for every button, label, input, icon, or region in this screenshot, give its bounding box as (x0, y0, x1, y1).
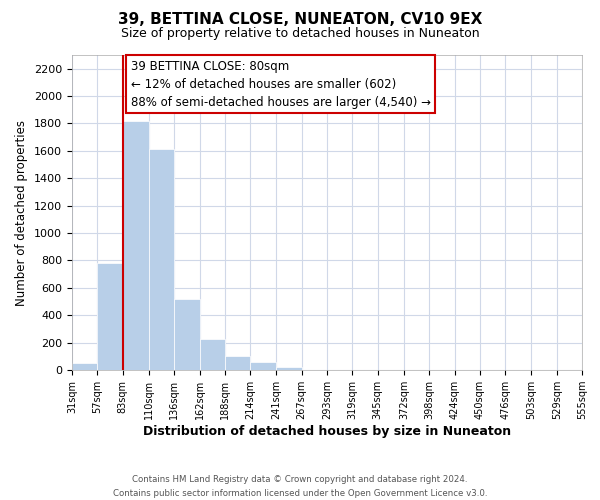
Y-axis label: Number of detached properties: Number of detached properties (16, 120, 28, 306)
Bar (72, 363, 97, 370)
Bar (97, 263, 122, 370)
Text: Contains HM Land Registry data © Crown copyright and database right 2024.
Contai: Contains HM Land Registry data © Crown c… (113, 476, 487, 498)
Text: Size of property relative to detached houses in Nuneaton: Size of property relative to detached ho… (121, 28, 479, 40)
Bar (149, 150, 174, 370)
Bar (174, 299, 200, 370)
Bar (250, 362, 277, 370)
X-axis label: Distribution of detached houses by size in Nuneaton: Distribution of detached houses by size … (143, 425, 511, 438)
Bar (122, 120, 149, 370)
Bar (277, 367, 302, 370)
Text: 39 BETTINA CLOSE: 80sqm
← 12% of detached houses are smaller (602)
88% of semi-d: 39 BETTINA CLOSE: 80sqm ← 12% of detache… (131, 60, 431, 108)
Bar (225, 356, 250, 370)
Bar (199, 338, 225, 370)
Text: 39, BETTINA CLOSE, NUNEATON, CV10 9EX: 39, BETTINA CLOSE, NUNEATON, CV10 9EX (118, 12, 482, 28)
